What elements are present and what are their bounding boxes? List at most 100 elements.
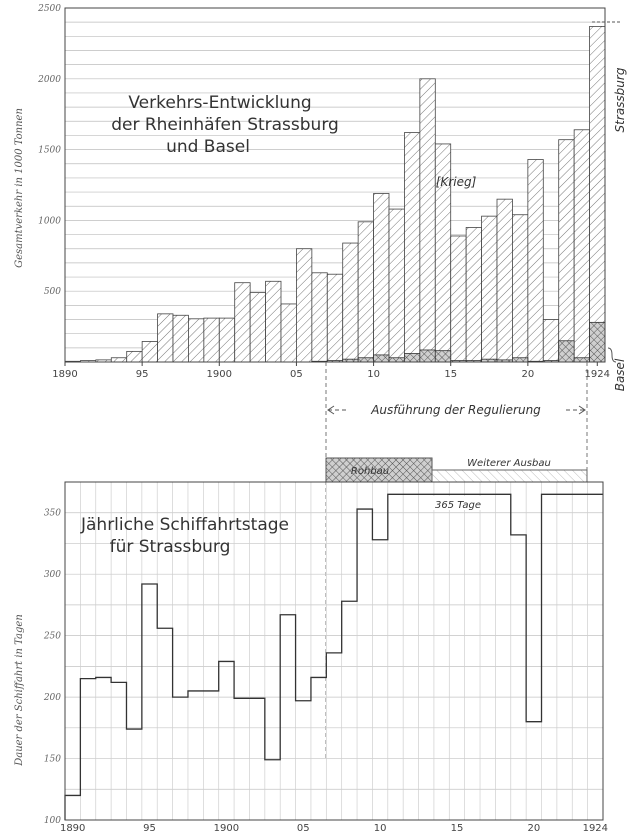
- basel-bar: [589, 321, 606, 363]
- shipping-days-x-tick-label: 05: [297, 823, 310, 834]
- shipping-days-series-line: [64, 493, 603, 820]
- strassburg-bar: [141, 341, 158, 363]
- strassburg-bar: [265, 280, 282, 363]
- shipping-days-title-line-2: für Strassburg: [110, 537, 231, 557]
- shipping-days-y-tick-label: 200: [43, 693, 61, 703]
- shipping-days-x-ticks: 1890 95 1900 05 10 15 20 1924: [60, 823, 608, 834]
- strassburg-bar: [203, 317, 220, 363]
- weiterer-ausbau-box: [431, 469, 588, 483]
- strassburg-bar: [465, 227, 482, 363]
- traffic-title-line-3: und Basel: [166, 137, 250, 157]
- traffic-x-tick-label: 20: [521, 369, 534, 380]
- shipping-days-y-tick-label: 150: [44, 755, 61, 765]
- shipping-days-y-tick-label: 100: [44, 816, 61, 826]
- regulation-arrow-left: [327, 405, 335, 415]
- basel-bar: [434, 350, 452, 363]
- strassburg-bar: [280, 303, 297, 363]
- strassburg-series: [64, 26, 606, 363]
- traffic-y-tick-label: 2500: [37, 4, 61, 14]
- traffic-x-tick-label: 05: [290, 369, 303, 380]
- traffic-title-line-2: der Rheinhäfen Strassburg: [111, 115, 339, 135]
- traffic-x-tick-label: 1890: [52, 369, 77, 380]
- shipping-days-y-tick-label: 300: [44, 570, 61, 580]
- basel-bar: [512, 357, 529, 363]
- strassburg-bar: [419, 78, 436, 363]
- 365-days-annotation: 365 Tage: [435, 500, 481, 511]
- krieg-annotation: [Krieg]: [436, 175, 477, 189]
- basel-bar: [573, 357, 590, 363]
- strassburg-bar: [326, 273, 344, 363]
- traffic-grid: [65, 21, 605, 349]
- strassburg-bar: [218, 317, 236, 363]
- traffic-x-tick-label: 15: [444, 369, 457, 380]
- shipping-days-y-tick-label: 250: [43, 632, 61, 642]
- traffic-y-axis-label: Gesamtverkehr in 1000 Tonnen: [14, 108, 25, 268]
- strassburg-bar: [234, 282, 251, 363]
- strassburg-bar: [373, 193, 390, 363]
- traffic-title-line-1: Verkehrs-Entwicklung: [128, 93, 311, 113]
- strassburg-side-label: Strassburg: [613, 67, 627, 132]
- strassburg-bar: [311, 272, 328, 363]
- basel-bar: [373, 354, 390, 363]
- basel-bar: [404, 353, 421, 363]
- shipping-days-x-tick-label: 1924: [583, 823, 608, 834]
- shipping-days-x-tick-label: 1890: [60, 823, 85, 834]
- traffic-x-tick-label: 95: [136, 369, 149, 380]
- basel-side-label: Basel: [613, 358, 627, 391]
- traffic-y-tick-label: 2000: [37, 75, 61, 85]
- regulation-label-bg: [346, 402, 564, 418]
- strassburg-bar: [527, 159, 544, 363]
- shipping-days-plot-frame: [64, 481, 604, 821]
- strassburg-bar: [450, 235, 467, 363]
- rohbau-label: Rohbau: [351, 466, 389, 477]
- shipping-days-title-line-1: Jährliche Schiffahrtstage: [80, 515, 289, 535]
- regulation-label: Ausführung der Regulierung: [370, 403, 541, 417]
- strassburg-bar: [481, 215, 498, 363]
- traffic-chart: 500 1000 1500 2000 2500 1890 95 1900 05 10 15 20 19…: [14, 4, 627, 391]
- basel-series: [311, 321, 606, 363]
- traffic-x-tick-label: 1900: [207, 369, 232, 380]
- 365-label-bg: [430, 496, 494, 510]
- shipping-days-y-tick-label: 350: [44, 509, 61, 519]
- shipping-days-x-tick-label: 10: [374, 823, 387, 834]
- regulation-band: Ausführung der Regulierung Rohbau Weiter…: [325, 362, 588, 760]
- strassburg-bar: [296, 248, 313, 363]
- strassburg-bar: [157, 313, 174, 363]
- shipping-days-x-tick-label: 20: [527, 823, 540, 834]
- traffic-y-ticks: 500 1000 1500 2000 2500: [37, 4, 61, 297]
- shipping-days-x-tick-label: 15: [451, 823, 464, 834]
- basel-bar: [388, 357, 405, 363]
- traffic-plot-frame: [64, 7, 606, 363]
- strassburg-bar: [249, 292, 266, 363]
- rohbau-box: [325, 457, 433, 483]
- strassburg-bar: [126, 350, 143, 363]
- shipping-days-y-axis-label: Dauer der Schiffahrt in Tagen: [14, 614, 25, 767]
- strassburg-bar: [512, 214, 529, 363]
- basel-bar: [558, 340, 575, 363]
- traffic-x-ticks: 1890 95 1900 05 10 15 20 1924: [52, 362, 610, 380]
- traffic-x-tick-label: 1924: [585, 369, 610, 380]
- basel-bar: [419, 349, 436, 363]
- strassburg-bar: [496, 198, 513, 363]
- shipping-days-x-tick-label: 1900: [214, 823, 239, 834]
- regulation-arrow-right: [578, 405, 586, 415]
- shipping-days-chart: 100 150 200 250 300 350 1890 95 1900 05 10 15 20 192…: [14, 481, 608, 834]
- strassburg-bar: [558, 139, 575, 363]
- strassburg-bar: [342, 242, 359, 363]
- weiterer-ausbau-label: Weiterer Ausbau: [467, 458, 551, 469]
- traffic-y-tick-label: 500: [44, 287, 61, 297]
- basel-bar: [357, 357, 374, 363]
- traffic-y-tick-label: 1500: [38, 146, 61, 156]
- shipping-days-y-ticks: 100 150 200 250 300 350: [43, 509, 61, 826]
- strassburg-bar: [542, 319, 560, 363]
- strassburg-bar: [573, 129, 590, 363]
- shipping-days-x-tick-label: 95: [143, 823, 156, 834]
- strassburg-bar: [357, 221, 374, 363]
- basel-bracket: [607, 347, 617, 363]
- traffic-y-tick-label: 1000: [38, 216, 61, 226]
- strassburg-bar: [110, 357, 128, 363]
- strassburg-bar: [404, 132, 421, 363]
- strassburg-bar: [589, 26, 606, 363]
- traffic-x-tick-label: 10: [367, 369, 380, 380]
